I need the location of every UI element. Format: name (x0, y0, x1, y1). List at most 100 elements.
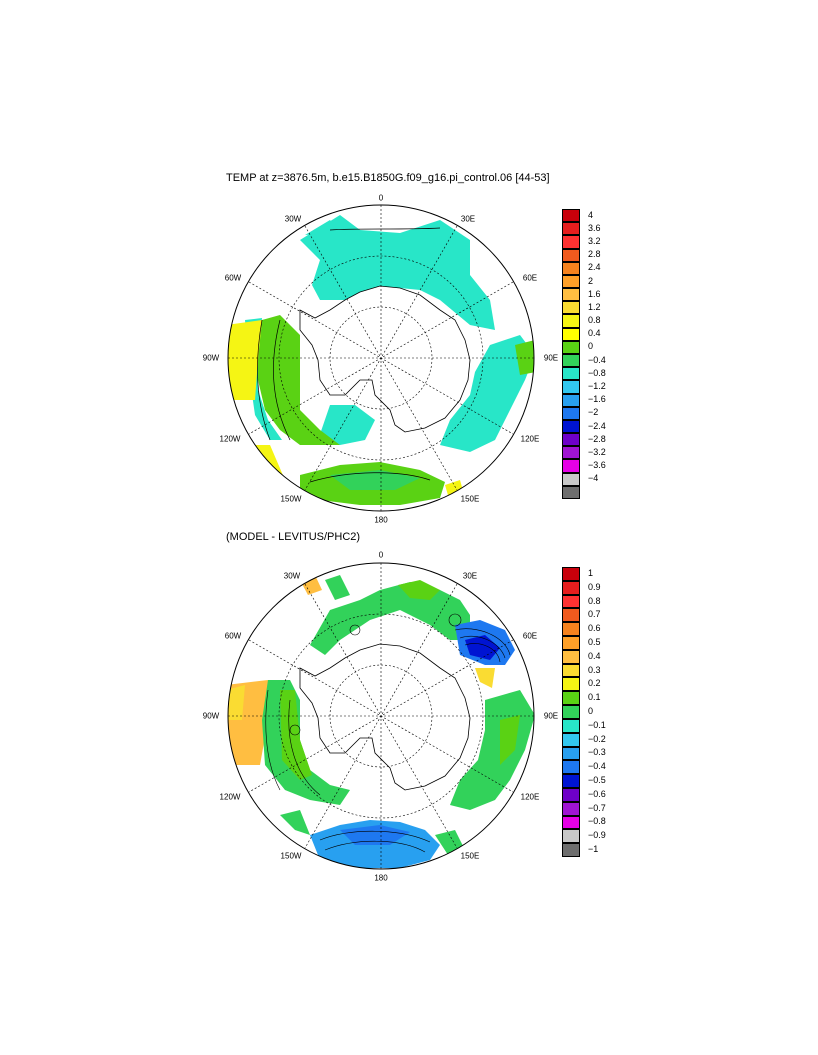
colorbar-swatch (562, 801, 580, 816)
colorbar-tick-label: −1.6 (588, 394, 606, 405)
colorbar-tick-label: −0.9 (588, 830, 606, 841)
lon-label-90e: 90E (543, 711, 559, 721)
lon-label-150e: 150E (460, 851, 480, 861)
field-green-north (310, 582, 470, 655)
top-polar-map (227, 204, 535, 512)
lon-label-180: 180 (374, 873, 388, 883)
colorbar-tick-label: −0.4 (588, 354, 606, 365)
colorbar-tick-label: −0.4 (588, 761, 606, 772)
colorbar-swatch (562, 459, 580, 473)
lon-label-150w: 150W (280, 494, 302, 504)
colorbar-swatch (562, 248, 580, 262)
panel-title-temperature: TEMP at z=3876.5m, b.e15.B1850G.f09_g16.… (226, 172, 550, 184)
colorbar-tick-label: −0.8 (588, 816, 606, 827)
colorbar-tick-label: 2.8 (588, 249, 601, 260)
colorbar-swatch (562, 567, 580, 581)
colorbar-swatch (562, 222, 580, 236)
colorbar-tick-label: −2.8 (588, 433, 606, 444)
colorbar-tick-label: −1 (588, 844, 599, 855)
colorbar-tick-label: −2 (588, 407, 599, 418)
colorbar-swatch (562, 354, 580, 368)
field-cyan-east (440, 335, 534, 452)
lon-label-90e: 90E (543, 353, 559, 363)
lon-label-30e: 30E (460, 214, 476, 224)
lon-label-120e: 120E (520, 434, 540, 444)
colorbar-tick-label: 1 (588, 567, 594, 578)
colorbar-swatch (562, 594, 580, 609)
lon-label-90w: 90W (202, 711, 220, 721)
lon-label-30w: 30W (283, 571, 301, 581)
colorbar-tick-label: 2 (588, 275, 594, 286)
colorbar-tick-label: −0.5 (588, 775, 606, 786)
colorbar-tick-label: 0.9 (588, 581, 601, 592)
colorbar-swatch (562, 472, 580, 486)
field-yellow-west (228, 320, 262, 400)
colorbar-tick-label: −0.2 (588, 733, 606, 744)
colorbar-tick-label: −0.8 (588, 367, 606, 378)
colorbar-swatch (562, 760, 580, 775)
colorbar-tick-label: −4 (588, 473, 599, 484)
lon-label-180: 180 (374, 515, 388, 525)
colorbar-swatch (562, 843, 580, 857)
colorbar-swatch (562, 485, 580, 499)
panel-title-difference: (MODEL - LEVITUS/PHC2) (226, 531, 361, 543)
lon-label-120w: 120W (219, 434, 241, 444)
colorbar-swatch (562, 419, 580, 434)
colorbar-swatch (562, 732, 580, 747)
colorbar-swatch (562, 288, 580, 302)
colorbar-swatch (562, 327, 580, 341)
lon-label-30w: 30W (284, 214, 302, 224)
colorbar-tick-label: 0.8 (588, 315, 601, 326)
colorbar-tick-label: 0 (588, 706, 594, 716)
colorbar-swatch (562, 235, 580, 249)
lon-label-0: 0 (378, 193, 384, 203)
colorbar-swatch (562, 691, 580, 706)
colorbar-tick-label: 3.2 (588, 235, 601, 246)
lon-label-0: 0 (378, 550, 384, 560)
colorbar-tick-label: −0.6 (588, 788, 606, 799)
lon-label-150w: 150W (280, 851, 302, 861)
lon-label-120e: 120E (520, 792, 540, 802)
colorbar-swatch (562, 367, 580, 381)
colorbar-swatch (562, 774, 580, 788)
colorbar-tick-label: 0.2 (588, 678, 601, 689)
colorbar-tick-label: 0.5 (588, 636, 601, 647)
colorbar-swatch (562, 340, 580, 354)
colorbar-swatch (562, 815, 580, 830)
colorbar-swatch (562, 446, 580, 460)
colorbar-swatch (562, 622, 580, 637)
field-cyan-north (300, 215, 495, 330)
colorbar-tick-label: 1.2 (588, 301, 601, 312)
colorbar-swatch (562, 406, 580, 420)
lon-label-60e: 60E (522, 631, 538, 641)
colorbar-tick-label: −2.4 (588, 420, 606, 431)
lon-label-60w: 60W (224, 273, 242, 283)
colorbar-tick-label: −0.3 (588, 747, 606, 758)
colorbar-swatch (562, 380, 580, 394)
colorbar-tick-label: 0.4 (588, 650, 601, 661)
colorbar-swatch (562, 274, 580, 289)
colorbar-swatch (562, 608, 580, 623)
colorbar-swatch (562, 261, 580, 275)
colorbar-swatch (562, 314, 580, 328)
colorbar-swatch (562, 433, 580, 447)
field-green-west (255, 315, 340, 445)
colorbar-swatch (562, 787, 580, 802)
colorbar-swatch (562, 718, 580, 733)
colorbar-tick-label: 0.6 (588, 623, 601, 634)
lon-label-120w: 120W (219, 792, 241, 802)
colorbar-tick-label: −0.7 (588, 802, 606, 813)
colorbar-tick-label: 0.4 (588, 328, 601, 339)
colorbar-tick-label: 4 (588, 209, 594, 220)
colorbar-swatch (562, 580, 580, 595)
colorbar-swatch (562, 705, 580, 719)
colorbar-tick-label: 0.8 (588, 595, 601, 606)
lon-label-30e: 30E (462, 571, 478, 581)
lon-label-90w: 90W (202, 353, 220, 363)
antarctica-outline (299, 285, 471, 433)
colorbar-tick-label: 2.4 (588, 262, 601, 273)
colorbar-swatch (562, 209, 580, 223)
colorbar-swatch (562, 301, 580, 315)
colorbar-swatch (562, 829, 580, 844)
